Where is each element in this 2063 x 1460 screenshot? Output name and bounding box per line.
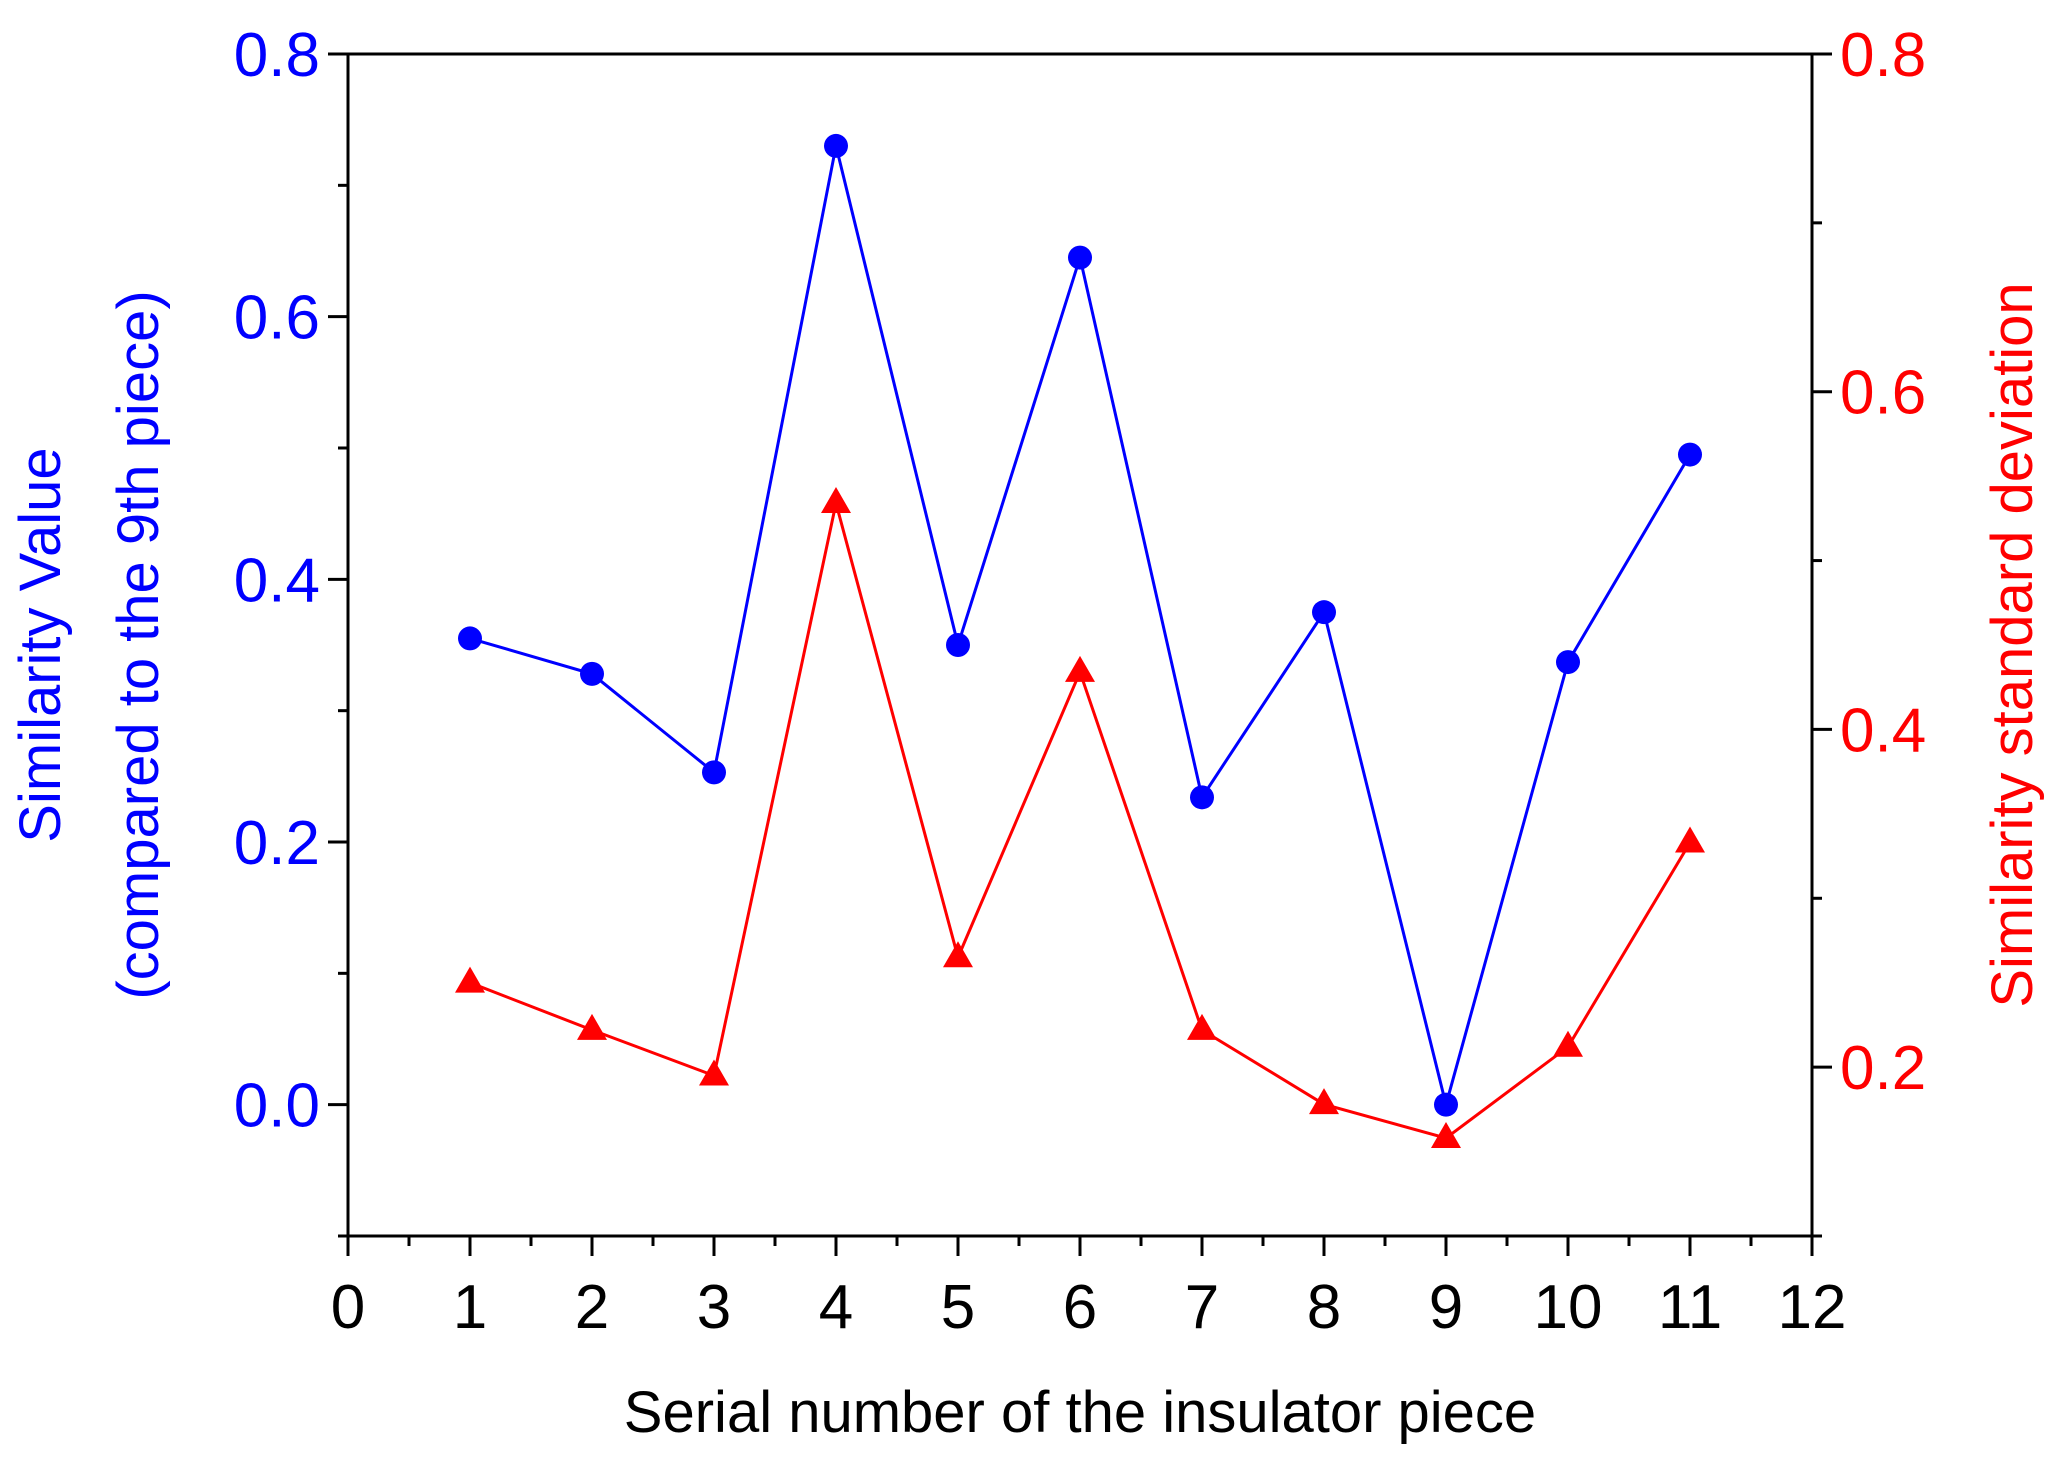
series-line-right <box>469 502 1692 1140</box>
data-point-circle <box>458 626 482 651</box>
x-tick-labels: 0 1 2 3 4 5 6 7 8 9 10 11 12 <box>331 1273 1847 1342</box>
data-point-circle <box>1434 1092 1458 1117</box>
data-point-circle <box>702 760 726 785</box>
data-point-circle <box>1190 785 1214 810</box>
data-point-triangle <box>699 1059 729 1086</box>
x-tick-label: 10 <box>1534 1273 1603 1342</box>
data-point-triangle <box>1187 1013 1217 1040</box>
data-point-circle <box>946 633 970 657</box>
series-left <box>458 133 1702 1117</box>
data-point-triangle <box>821 487 851 514</box>
x-tick-label: 12 <box>1778 1273 1847 1342</box>
x-tick-label: 2 <box>575 1273 609 1342</box>
y-left-axis-title-line2: (compared to the 9th piece) <box>106 290 171 999</box>
plot-frame <box>346 52 1814 1238</box>
data-point-circle <box>580 661 604 686</box>
y-right-tick-label: 0.4 <box>1840 696 1926 765</box>
data-point-triangle <box>1431 1121 1461 1148</box>
data-point-triangle <box>943 941 973 968</box>
x-tick-label: 0 <box>331 1273 365 1342</box>
y-left-tick-label: 0.4 <box>234 546 320 615</box>
data-point-circle <box>1556 650 1580 675</box>
data-point-triangle <box>1675 826 1705 853</box>
y-right-tick-label: 0.6 <box>1840 359 1926 428</box>
data-point-triangle <box>577 1013 607 1040</box>
x-tick-label: 8 <box>1307 1273 1341 1342</box>
x-tick-label: 4 <box>819 1273 853 1342</box>
x-tick-label: 9 <box>1429 1273 1463 1342</box>
major-ticks <box>328 52 1832 1256</box>
y-right-tick-label: 0.8 <box>1840 21 1926 90</box>
y-left-tick-labels: 0.0 0.2 0.4 0.6 0.8 <box>234 21 320 1141</box>
y-left-axis-title-line1: Similarity Value <box>8 447 73 842</box>
data-point-circle <box>1068 245 1092 270</box>
data-point-triangle <box>1309 1088 1339 1115</box>
data-point-circle <box>1678 442 1702 467</box>
x-axis-title: Serial number of the insulator piece <box>624 1380 1536 1445</box>
y-right-axis-title: Similarity standard deviation <box>1980 282 2045 1007</box>
series-right <box>455 487 1705 1148</box>
data-point-triangle <box>1065 655 1095 682</box>
y-left-tick-label: 0.2 <box>234 809 320 878</box>
data-point-triangle <box>455 966 485 993</box>
x-tick-label: 11 <box>1658 1273 1722 1342</box>
data-point-triangle <box>1553 1030 1583 1057</box>
x-tick-label: 6 <box>1063 1273 1097 1342</box>
minor-ticks <box>338 183 1822 1246</box>
x-tick-label: 7 <box>1185 1273 1219 1342</box>
y-left-tick-label: 0.6 <box>234 284 320 353</box>
x-tick-label: 1 <box>453 1273 487 1342</box>
data-point-circle <box>824 133 848 158</box>
series-layer <box>455 133 1705 1148</box>
x-tick-label: 3 <box>697 1273 731 1342</box>
series-line-left <box>469 145 1692 1111</box>
y-right-tick-label: 0.2 <box>1840 1034 1926 1103</box>
x-tick-label: 5 <box>941 1273 975 1342</box>
y-left-tick-label: 0.8 <box>234 21 320 90</box>
y-right-tick-labels: 0.2 0.4 0.6 0.8 <box>1840 21 1926 1103</box>
y-left-tick-label: 0.0 <box>234 1072 320 1141</box>
data-point-circle <box>1312 600 1336 625</box>
